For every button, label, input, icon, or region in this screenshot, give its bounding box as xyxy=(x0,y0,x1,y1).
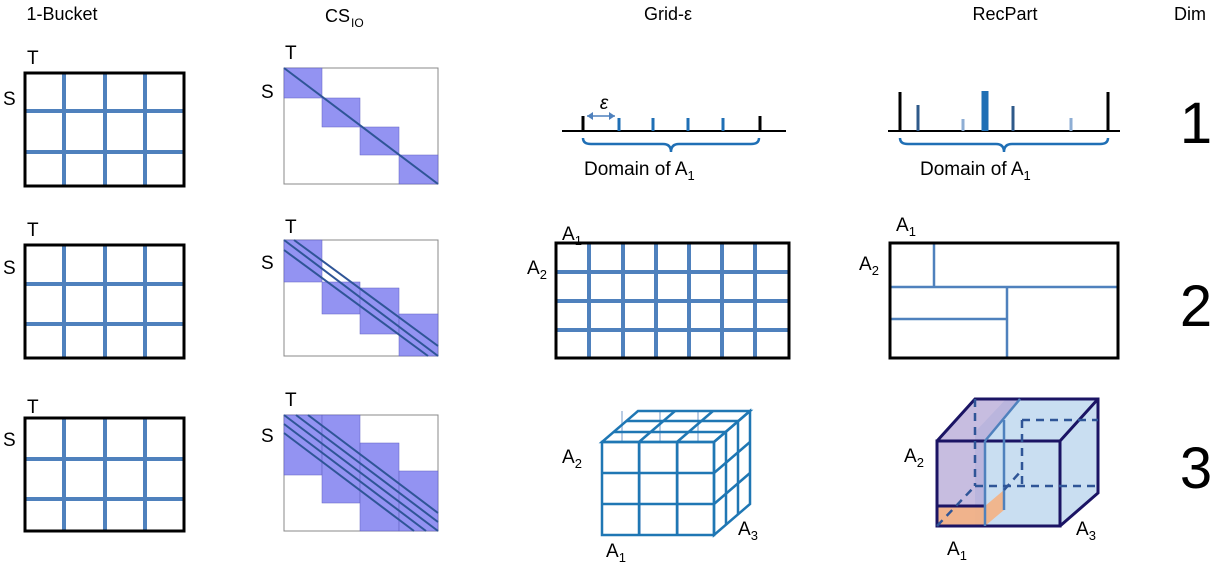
cs-io-matrix-row2: T S xyxy=(261,217,439,357)
dim-label-2: 2 xyxy=(1180,274,1212,339)
grid-domain-label: Domain of A1 xyxy=(584,159,695,183)
bucket-matrix-row3: T S xyxy=(3,397,186,533)
cs-s-label-1: S xyxy=(261,82,274,103)
header-cs-io-subscript: IO xyxy=(351,16,364,30)
bucket-t-label-1: T xyxy=(27,48,39,69)
bucket-t-label-3: T xyxy=(27,397,39,418)
dim-label-3: 3 xyxy=(1180,436,1212,501)
recpart-2d: A1 A2 xyxy=(859,215,1120,360)
bucket-s-label-1: S xyxy=(3,89,16,110)
recpart3d-a2-label: A2 xyxy=(904,446,924,470)
cs-io-matrix-row1: T S xyxy=(261,43,439,185)
grid-1d-domain: ε Domain of A1 xyxy=(562,93,786,183)
recpart3d-a3-label: A3 xyxy=(1076,519,1096,543)
recpart-1d-domain: Domain of A1 xyxy=(888,91,1120,183)
header-1-bucket: 1-Bucket xyxy=(26,4,97,24)
bucket-matrix-row1: T S xyxy=(3,48,186,188)
recpart3d-a1-label: A1 xyxy=(947,539,967,563)
cs-s-label-2: S xyxy=(261,253,274,274)
recpart2d-a1-label: A1 xyxy=(896,215,916,239)
grid2d-a2-label: A2 xyxy=(527,258,547,282)
recpart-domain-label: Domain of A1 xyxy=(920,159,1031,183)
header-cs-io: CS xyxy=(325,6,350,26)
bucket-s-label-3: S xyxy=(3,430,16,451)
header-recpart: RecPart xyxy=(972,4,1037,24)
dim-label-1: 1 xyxy=(1180,91,1212,156)
grid2d-a1-label: A1 xyxy=(562,224,582,248)
cs-t-label-3: T xyxy=(285,390,297,411)
cs-t-label-2: T xyxy=(285,217,297,238)
recpart2d-a2-label: A2 xyxy=(859,254,879,278)
epsilon-label: ε xyxy=(600,93,609,114)
grid-2d: A1 A2 xyxy=(527,224,791,360)
header-dim: Dim xyxy=(1174,4,1206,24)
bucket-matrix-row2: T S xyxy=(3,220,186,360)
grid-3d-cube: A2 A3 A1 xyxy=(562,408,758,565)
cs-s-label-3: S xyxy=(261,426,274,447)
grid3d-a1-label: A1 xyxy=(606,541,626,565)
bucket-t-label-2: T xyxy=(27,220,39,241)
header-grid-epsilon: Grid-ε xyxy=(644,4,692,24)
recpart-3d-cube: A2 A3 A1 xyxy=(904,397,1100,563)
cs-io-matrix-row3: T S xyxy=(261,390,439,532)
bucket-s-label-2: S xyxy=(3,258,16,279)
cs-t-label-1: T xyxy=(285,43,297,64)
grid3d-a3-label: A3 xyxy=(738,519,758,543)
grid3d-a2-label: A2 xyxy=(562,447,582,471)
